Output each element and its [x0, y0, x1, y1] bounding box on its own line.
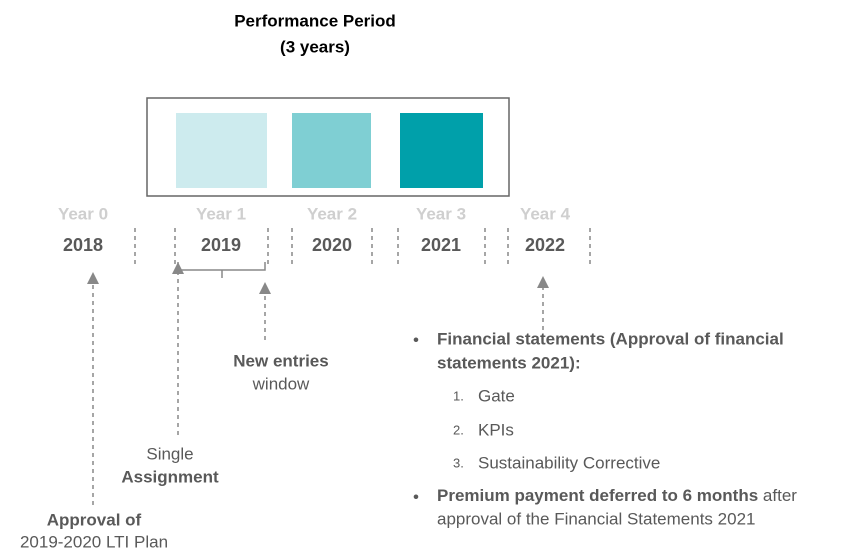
note: approval of the Financial Statements 202… — [437, 509, 755, 528]
note-rest: after — [763, 486, 797, 505]
annotation: Single — [146, 444, 193, 463]
year: 2019 — [201, 235, 241, 255]
year: 2020 — [312, 235, 352, 255]
note-bold: Premium payment deferred to 6 months — [437, 486, 758, 505]
item-number: 3. — [453, 455, 464, 470]
annotation: New entries — [233, 351, 328, 370]
period-box — [146, 97, 510, 197]
year-label: Year 1 — [196, 204, 246, 223]
year-label: Year 2 — [307, 204, 357, 223]
year-square — [292, 113, 371, 188]
note: Premium payment deferred to 6 months aft… — [437, 486, 797, 505]
year-square — [400, 113, 483, 188]
year-label: Year 3 — [416, 204, 466, 223]
item-text: KPIs — [478, 420, 514, 439]
year-label: Year 0 — [58, 204, 108, 223]
annotation: window — [252, 374, 310, 393]
note: Financial statements (Approval of financ… — [437, 329, 784, 348]
year: 2021 — [421, 235, 461, 255]
year: 2018 — [63, 235, 103, 255]
bullet: • — [413, 487, 419, 506]
item-text: Gate — [478, 386, 515, 405]
bullet: • — [413, 330, 419, 349]
year: 2022 — [525, 235, 565, 255]
annotation: 2019-2020 LTI Plan — [20, 532, 168, 551]
item-number: 2. — [453, 422, 464, 437]
title: Performance Period — [234, 11, 396, 30]
item-text: Sustainability Corrective — [478, 453, 660, 472]
note: statements 2021): — [437, 353, 581, 372]
item-number: 1. — [453, 388, 464, 403]
annotation: Approval of — [47, 510, 142, 529]
subtitle: (3 years) — [280, 37, 350, 56]
annotation: Assignment — [121, 467, 219, 486]
bracket — [177, 262, 266, 278]
year-label: Year 4 — [520, 204, 571, 223]
year-square — [176, 113, 267, 188]
separators — [134, 228, 591, 265]
